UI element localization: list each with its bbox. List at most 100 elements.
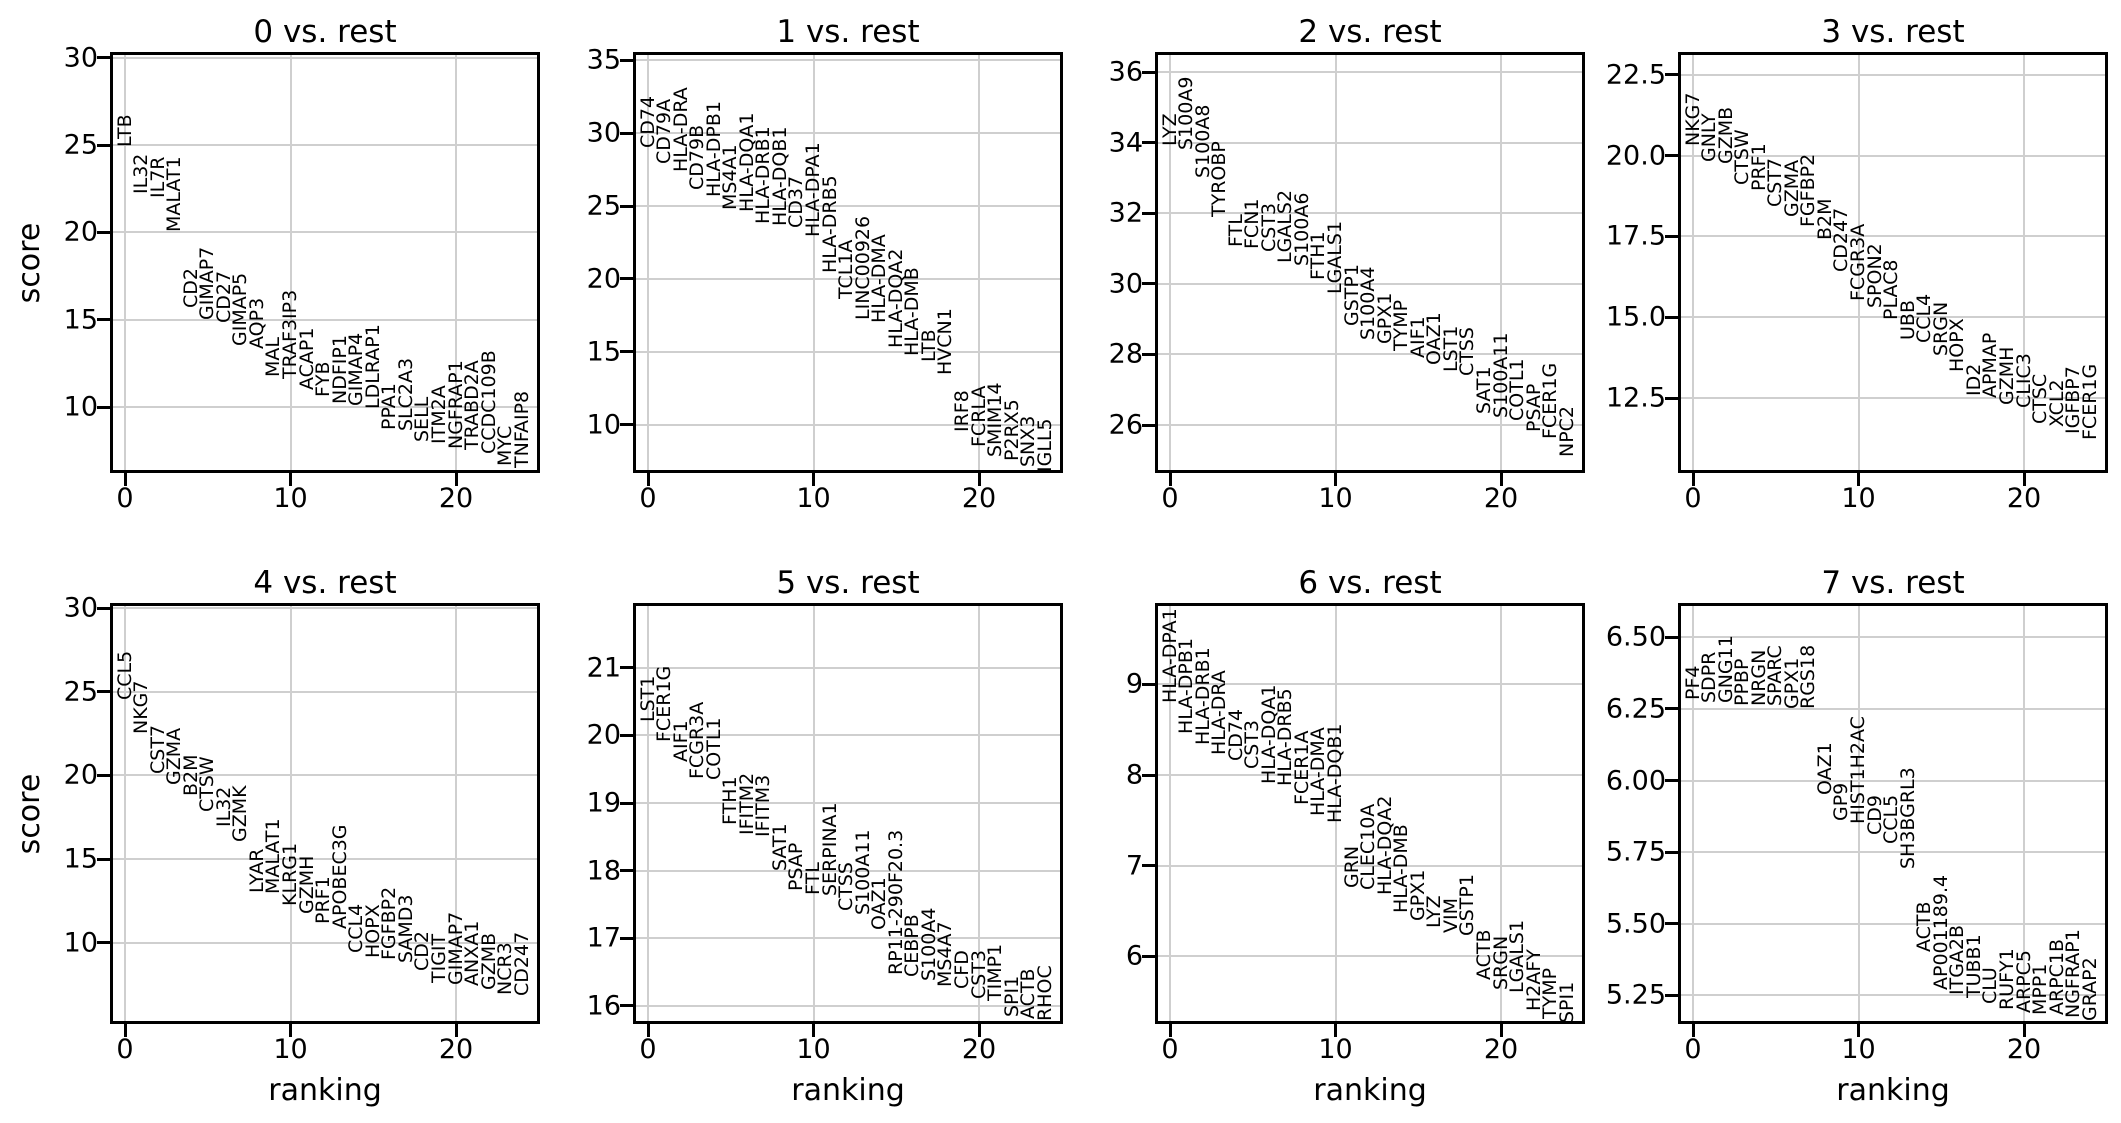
y-tickmark — [1142, 423, 1155, 427]
y-tick-label: 9 — [1125, 668, 1143, 700]
v-gridline — [812, 603, 815, 1024]
h-gridline — [1678, 154, 2108, 157]
h-gridline — [633, 277, 1063, 280]
x-tick-label: 10 — [1841, 1034, 1876, 1065]
x-tickmark — [2022, 1024, 2026, 1037]
h-gridline — [110, 56, 540, 59]
v-gridline — [1334, 603, 1337, 1024]
x-tick-label: 20 — [1483, 483, 1519, 514]
v-gridline — [455, 52, 457, 473]
v-gridline — [455, 603, 457, 1024]
y-tickmark — [620, 58, 633, 62]
v-gridline — [978, 52, 980, 473]
y-tickmark — [1142, 682, 1155, 686]
plot-box — [633, 603, 1063, 1024]
x-tick-label: 0 — [1684, 1034, 1702, 1065]
y-tick-label: 30 — [1108, 268, 1143, 300]
ranking-axis-label: ranking — [791, 1073, 905, 1108]
h-gridline — [633, 423, 1063, 426]
h-gridline — [1678, 994, 2108, 997]
x-tickmark — [1168, 473, 1172, 486]
y-tickmark — [620, 131, 633, 135]
v-gridline — [1857, 52, 1860, 473]
y-tick-label: 25 — [63, 129, 98, 161]
y-tickmark — [620, 936, 633, 940]
x-tick-label: 10 — [1841, 483, 1876, 514]
y-tick-label: 28 — [1108, 338, 1143, 370]
x-tickmark — [1334, 1024, 1337, 1037]
y-tick-label: 20 — [586, 263, 621, 295]
h-gridline — [1678, 636, 2108, 639]
y-tickmark — [1665, 993, 1678, 997]
y-tick-label: 10 — [63, 391, 98, 423]
v-gridline — [1334, 52, 1337, 473]
h-gridline — [110, 406, 540, 409]
h-gridline — [1155, 864, 1585, 867]
y-tickmark — [1665, 635, 1678, 639]
h-gridline — [633, 937, 1063, 940]
y-tick-label: 30 — [586, 117, 621, 149]
y-tickmark — [1142, 352, 1155, 356]
v-gridline — [2023, 52, 2025, 473]
y-tick-label: 5.75 — [1605, 836, 1666, 868]
v-gridline — [812, 52, 815, 473]
y-tick-label: 7 — [1125, 850, 1143, 882]
y-tickmark — [1142, 954, 1155, 958]
x-tickmark — [1857, 473, 1860, 486]
gene-label: SH3BGRL3 — [1896, 767, 1919, 870]
x-tickmark — [1691, 1024, 1695, 1037]
h-gridline — [633, 802, 1063, 805]
y-tickmark — [97, 143, 110, 147]
panel-title: 2 vs. rest — [1298, 14, 1442, 50]
y-tick-label: 30 — [63, 42, 98, 74]
x-tickmark — [977, 1024, 981, 1037]
y-tick-label: 12.5 — [1605, 382, 1666, 414]
y-tickmark — [1142, 141, 1155, 145]
v-gridline — [1500, 52, 1502, 473]
x-tick-label: 0 — [1161, 483, 1179, 514]
plot-box — [110, 603, 540, 1024]
h-gridline — [1155, 424, 1585, 426]
v-gridline — [289, 603, 292, 1024]
y-tickmark — [1665, 850, 1678, 854]
x-tick-label: 0 — [639, 1034, 657, 1065]
y-tick-label: 10 — [63, 927, 98, 959]
y-tick-label: 20.0 — [1605, 140, 1666, 172]
x-tick-label: 10 — [1318, 483, 1353, 514]
y-tick-label: 6.25 — [1605, 693, 1666, 725]
x-tickmark — [1499, 473, 1503, 486]
h-gridline — [1678, 779, 2108, 782]
h-gridline — [1155, 353, 1585, 356]
h-gridline — [1678, 316, 2108, 319]
y-tick-label: 20 — [63, 216, 98, 248]
h-gridline — [633, 1004, 1063, 1007]
x-tick-label: 10 — [1318, 1034, 1353, 1065]
v-gridline — [647, 603, 649, 1024]
v-gridline — [1169, 52, 1171, 473]
y-tickmark — [97, 857, 110, 861]
y-tickmark — [1142, 282, 1155, 286]
x-tickmark — [289, 1024, 292, 1037]
y-tick-label: 25 — [63, 676, 98, 708]
x-tick-label: 20 — [2006, 1034, 2042, 1065]
y-tick-label: 20 — [63, 759, 98, 791]
plot-box — [1678, 52, 2108, 473]
h-gridline — [1155, 141, 1585, 144]
v-gridline — [1169, 603, 1171, 1024]
v-gridline — [647, 52, 649, 473]
x-tickmark — [977, 473, 981, 486]
y-tickmark — [620, 277, 633, 281]
h-gridline — [633, 734, 1063, 737]
y-tickmark — [1142, 773, 1155, 777]
y-tick-label: 20 — [586, 719, 621, 751]
x-tick-label: 0 — [1161, 1034, 1179, 1065]
plot-box — [110, 52, 540, 473]
y-tick-label: 19 — [586, 787, 621, 819]
gene-label: GRAP2 — [2078, 957, 2101, 1022]
h-gridline — [110, 774, 540, 777]
y-tickmark — [1665, 779, 1678, 783]
